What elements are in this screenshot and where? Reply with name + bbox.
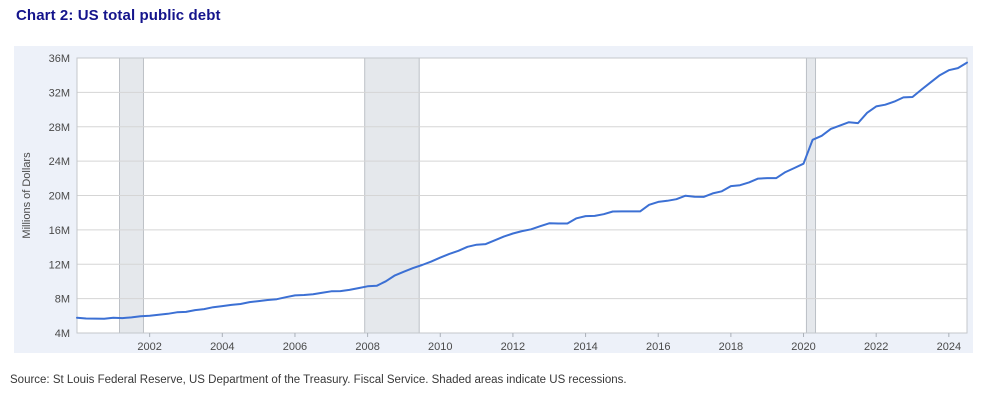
x-tick-label: 2012	[501, 341, 525, 353]
x-tick-label: 2008	[355, 341, 379, 353]
debt-series-line	[76, 61, 968, 320]
y-tick-label: 20M	[49, 191, 70, 203]
x-tick-label: 2018	[719, 341, 743, 353]
x-tick-label: 2010	[428, 341, 452, 353]
source-note: Source: St Louis Federal Reserve, US Dep…	[10, 374, 627, 386]
y-tick-label: 36M	[49, 53, 70, 65]
y-tick-label: 28M	[49, 122, 70, 134]
x-tick-label: 2016	[646, 341, 670, 353]
y-tick-label: 8M	[55, 294, 70, 306]
x-tick-label: 2002	[137, 341, 161, 353]
x-tick-label: 2006	[283, 341, 307, 353]
y-axis-title: Millions of Dollars	[21, 152, 33, 239]
x-tick-label: 2004	[210, 341, 234, 353]
chart-container: 36M 32M 28M 24M 20M 16M 12M 8M 4M 2002 2004 2006 200…	[14, 46, 973, 353]
plot-border	[76, 57, 968, 334]
chart-title: Chart 2: US total public debt	[16, 7, 221, 24]
y-tick-label: 24M	[49, 156, 70, 168]
y-tick-label: 4M	[55, 328, 70, 340]
x-tick-label: 2024	[937, 341, 961, 353]
y-tick-label: 32M	[49, 87, 70, 99]
debt-line-chart: 36M 32M 28M 24M 20M 16M 12M 8M 4M 2002 2004 2006 200…	[21, 53, 968, 353]
x-tick-label: 2022	[864, 341, 888, 353]
y-tick-label: 16M	[49, 225, 70, 237]
x-tick-label: 2014	[573, 341, 597, 353]
x-tick-label: 2020	[791, 341, 815, 353]
y-tick-label: 12M	[49, 259, 70, 271]
